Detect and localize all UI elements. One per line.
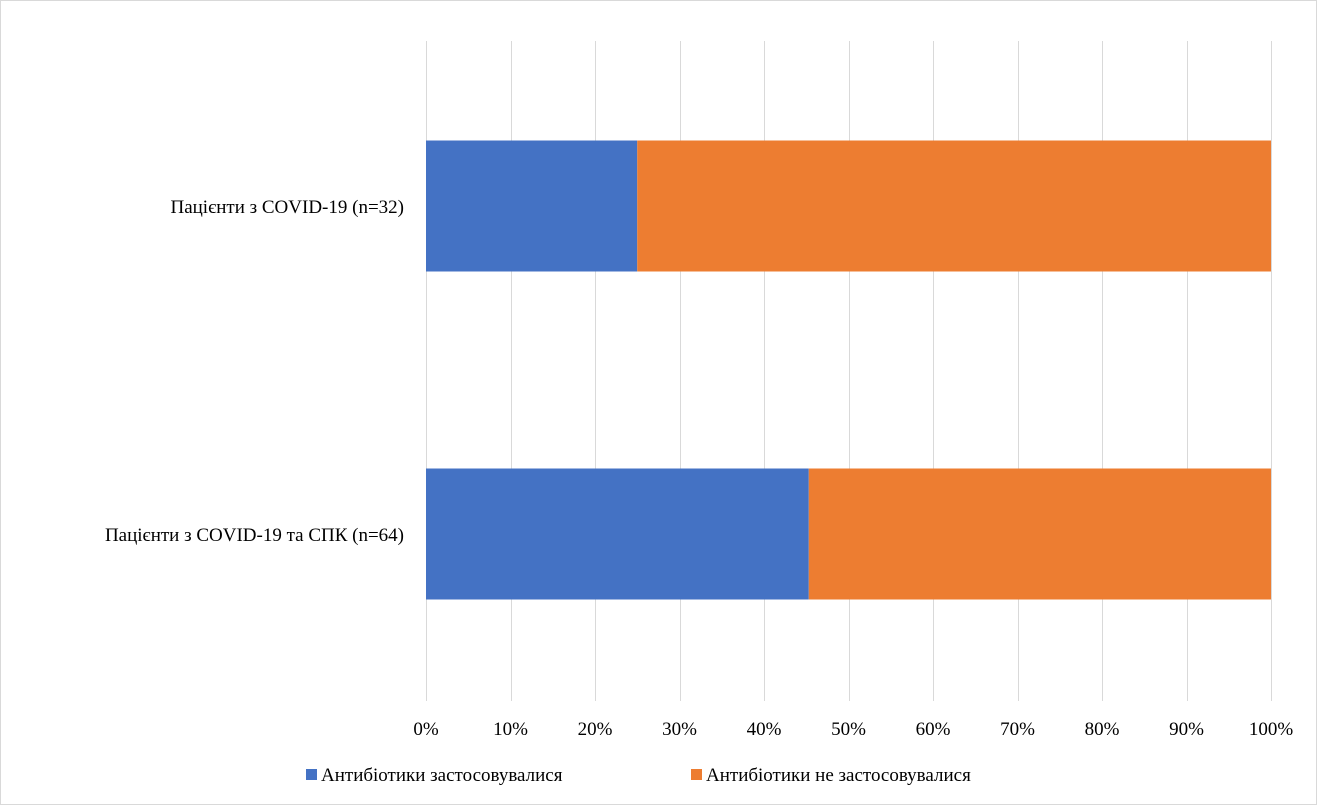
x-tick-label: 40% bbox=[747, 719, 782, 740]
x-tick-label: 70% bbox=[1000, 719, 1035, 740]
x-tick-label: 10% bbox=[493, 719, 528, 740]
category-labels: Пацієнти з COVID-19 (n=32) Пацієнти з COV… bbox=[105, 197, 404, 546]
x-tick-label: 60% bbox=[916, 719, 951, 740]
bar-segment-series-2-category-2 bbox=[808, 468, 1271, 600]
category-label: Пацієнти з COVID-19 (n=32) bbox=[170, 197, 404, 218]
legend-swatch bbox=[691, 769, 702, 780]
x-tick-label: 30% bbox=[662, 719, 697, 740]
legend: Антибіотики застосовувалися Антибіотики н… bbox=[306, 765, 971, 786]
x-tick-labels: 0% 10% 20% 30% 40% 50% 60% 70% 80% 90% 100% bbox=[413, 719, 1293, 740]
x-tick-label: 90% bbox=[1169, 719, 1204, 740]
bars bbox=[426, 140, 1271, 600]
legend-label: Антибіотики застосовувалися bbox=[321, 765, 563, 786]
x-tick-label: 20% bbox=[578, 719, 613, 740]
x-tick-label: 80% bbox=[1085, 719, 1120, 740]
x-tick-label: 100% bbox=[1249, 719, 1294, 740]
legend-swatch bbox=[306, 769, 317, 780]
x-tick-label: 0% bbox=[413, 719, 439, 740]
bar-segment-series-2-category-1 bbox=[637, 140, 1271, 272]
bar-segment-series-1-category-1 bbox=[426, 140, 638, 272]
legend-label: Антибіотики не застосовувалися bbox=[706, 765, 971, 786]
x-tick-label: 50% bbox=[831, 719, 866, 740]
category-label: Пацієнти з COVID-19 та СПК (n=64) bbox=[105, 525, 404, 546]
bar-segment-series-1-category-2 bbox=[426, 468, 809, 600]
gridlines bbox=[426, 41, 1272, 701]
